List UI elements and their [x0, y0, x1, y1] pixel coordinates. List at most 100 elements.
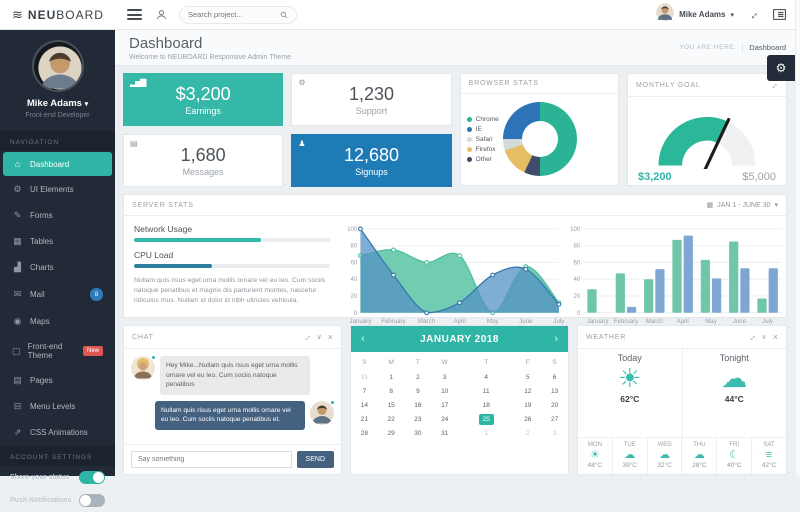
chat-input[interactable]: [131, 451, 292, 468]
page-subtitle: Welcome to NEUBOARD Responsive Admin The…: [129, 54, 291, 61]
brand-logo[interactable]: ≋ NEUBOARD: [0, 7, 115, 23]
calendar-day[interactable]: 2: [514, 426, 541, 440]
calendar-day[interactable]: 30: [405, 426, 432, 440]
right-panel-toggle-icon[interactable]: [773, 9, 786, 20]
toggle-switch[interactable]: [79, 471, 105, 484]
calendar-day[interactable]: 29: [378, 426, 405, 440]
toggle-switch[interactable]: [79, 494, 105, 507]
meter-track: [134, 238, 330, 242]
calendar-day[interactable]: 13: [541, 384, 568, 398]
sidebar-item-forms[interactable]: ✎Forms: [3, 203, 112, 228]
calendar-day[interactable]: 7: [351, 384, 378, 398]
sidebar-item-charts[interactable]: ▟Charts: [3, 255, 112, 280]
meter-label: Network Usage: [134, 224, 330, 234]
calendar-day[interactable]: 21: [351, 412, 378, 426]
chat-panel: CHAT ↔ ∨ × Hey Mike...Nullam quis risus …: [123, 325, 342, 475]
calendar-day[interactable]: 1: [378, 370, 405, 384]
calendar-day[interactable]: 18: [458, 398, 514, 412]
search-input[interactable]: [188, 10, 276, 19]
breadcrumb-current[interactable]: Dashboard: [749, 43, 786, 52]
calendar-day[interactable]: 25: [458, 412, 514, 426]
calendar-day[interactable]: 3: [541, 426, 568, 440]
avatar[interactable]: [32, 40, 84, 92]
calendar-day[interactable]: 23: [405, 412, 432, 426]
svg-text:40: 40: [574, 276, 581, 283]
forecast-thu: THU☁28°C: [681, 438, 716, 474]
close-icon[interactable]: ×: [328, 332, 333, 342]
calendar-day[interactable]: 26: [514, 412, 541, 426]
svg-text:40: 40: [351, 276, 358, 283]
send-button[interactable]: SEND: [297, 451, 334, 468]
calendar-day[interactable]: 6: [541, 370, 568, 384]
meter-track: [134, 264, 330, 268]
animation-icon: ⇗: [12, 427, 23, 438]
fullscreen-icon[interactable]: ↔: [745, 6, 761, 22]
calendar-day[interactable]: 14: [351, 398, 378, 412]
day-temp: 48°C: [578, 462, 612, 469]
profile-name[interactable]: Mike Adams ▾: [0, 98, 115, 109]
settings-button[interactable]: ⚙: [767, 55, 795, 81]
calendar-day[interactable]: 4: [458, 370, 514, 384]
panel-title: WEATHER: [586, 334, 626, 341]
expand-icon[interactable]: ↔: [744, 330, 757, 343]
sidebar-item-tables[interactable]: ▦Tables: [3, 229, 112, 254]
svg-text:March: March: [646, 318, 664, 325]
user-icon[interactable]: [156, 9, 167, 20]
caret-down-icon: ▾: [774, 201, 778, 209]
scrollbar[interactable]: [795, 0, 800, 476]
calendar-day[interactable]: 17: [431, 398, 458, 412]
next-month-icon[interactable]: ›: [554, 333, 558, 345]
stat-label: Support: [356, 106, 388, 116]
calendar-day[interactable]: 31: [351, 370, 378, 384]
close-icon[interactable]: ×: [773, 332, 778, 342]
day-header: W: [431, 355, 458, 370]
svg-text:July: July: [762, 318, 774, 325]
calendar-day[interactable]: 1: [458, 426, 514, 440]
calendar-day[interactable]: 10: [431, 384, 458, 398]
calendar-day[interactable]: 3: [431, 370, 458, 384]
calendar-day[interactable]: 28: [351, 426, 378, 440]
legend-item-ie: IE: [467, 126, 499, 133]
calendar-day[interactable]: 8: [378, 384, 405, 398]
chevron-down-icon[interactable]: ∨: [317, 333, 322, 341]
calendar-day[interactable]: 15: [378, 398, 405, 412]
sidebar-item-maps[interactable]: ◉Maps: [3, 309, 112, 334]
drizzle-icon: ☁: [648, 448, 682, 462]
calendar-day[interactable]: 2: [405, 370, 432, 384]
panel-title: SERVER STATS: [132, 202, 194, 209]
day-temp: 39°C: [613, 462, 647, 469]
calendar-day[interactable]: 24: [431, 412, 458, 426]
sidebar-item-label: Menu Levels: [30, 402, 75, 411]
sidebar-item-pages[interactable]: ▤Pages: [3, 368, 112, 393]
chevron-down-icon[interactable]: ∨: [762, 333, 767, 341]
menu-toggle-icon[interactable]: [127, 9, 142, 20]
calendar-day[interactable]: 9: [405, 384, 432, 398]
sidebar-item-dashboard[interactable]: ⌂Dashboard: [3, 152, 112, 176]
expand-icon[interactable]: ↔: [299, 330, 312, 343]
calendar-day[interactable]: 31: [431, 426, 458, 440]
calendar-day[interactable]: 19: [514, 398, 541, 412]
calendar-day[interactable]: 27: [541, 412, 568, 426]
sidebar-item-ui-elements[interactable]: ⚙UI Elements: [3, 177, 112, 202]
calendar-day[interactable]: 16: [405, 398, 432, 412]
search-icon[interactable]: [280, 11, 288, 19]
calendar-day[interactable]: 11: [458, 384, 514, 398]
calendar-day[interactable]: 20: [541, 398, 568, 412]
legend-label: Other: [476, 156, 492, 163]
calendar-day[interactable]: 22: [378, 412, 405, 426]
day-header: S: [541, 355, 568, 370]
user-menu[interactable]: Mike Adams ▾: [656, 3, 734, 26]
calendar-day[interactable]: 12: [514, 384, 541, 398]
sidebar-item-menu-levels[interactable]: ⊟Menu Levels: [3, 394, 112, 419]
mail-icon: ✉: [12, 289, 23, 300]
calendar-day[interactable]: 5: [514, 370, 541, 384]
sidebar-item-css-animations[interactable]: ⇗CSS Animations: [3, 420, 112, 445]
date-range-dropdown[interactable]: ▦ JAN 1 - JUNE 30 ▾: [707, 201, 778, 209]
